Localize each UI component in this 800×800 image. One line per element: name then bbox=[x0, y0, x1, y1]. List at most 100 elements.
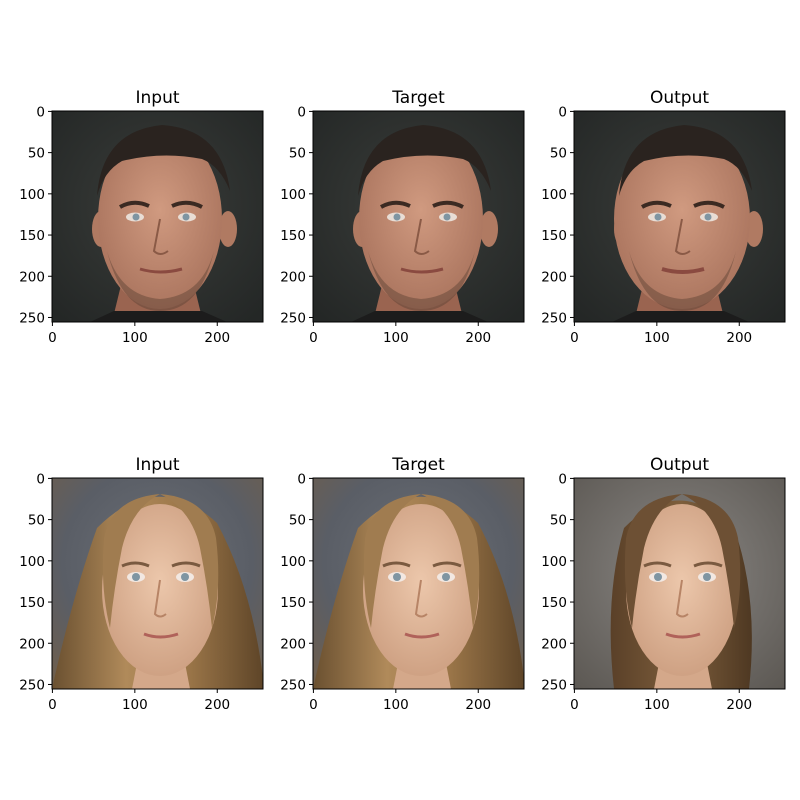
iris-right bbox=[442, 573, 450, 581]
face-photo bbox=[52, 478, 263, 689]
hair bbox=[619, 125, 752, 196]
face bbox=[363, 504, 479, 676]
hair-strand-left bbox=[363, 494, 421, 628]
mouth bbox=[661, 267, 705, 274]
iris-right bbox=[181, 573, 189, 581]
nose bbox=[152, 218, 169, 255]
iris-right bbox=[443, 213, 451, 221]
y-tick-label: 0 bbox=[36, 104, 45, 120]
iris-right bbox=[182, 213, 190, 221]
y-tick-label: 100 bbox=[541, 187, 567, 203]
y-tick-label: 250 bbox=[541, 310, 567, 326]
y-tick-label: 50 bbox=[289, 146, 306, 162]
nose bbox=[675, 579, 689, 618]
stubble bbox=[629, 251, 736, 311]
eyebrow-right bbox=[693, 561, 723, 568]
hair-strand-right bbox=[160, 494, 219, 628]
panel-title: Output bbox=[650, 455, 709, 475]
axes-frame bbox=[51, 110, 264, 323]
y-tick-label: 100 bbox=[280, 554, 306, 570]
axes-frame bbox=[573, 110, 786, 323]
y-tick-label: 150 bbox=[541, 228, 567, 244]
iris-left bbox=[393, 573, 401, 581]
eyebrow-right bbox=[693, 200, 725, 209]
eyebrow-right bbox=[432, 200, 464, 209]
face-photo bbox=[574, 478, 785, 689]
eyebrow-left bbox=[121, 561, 150, 568]
eyebrow-left bbox=[382, 561, 411, 568]
panel-title: Output bbox=[650, 88, 709, 108]
nose bbox=[413, 218, 430, 255]
y-tick-label: 200 bbox=[541, 269, 567, 285]
y-tick-label: 100 bbox=[280, 187, 306, 203]
y-tick-label: 50 bbox=[550, 146, 567, 162]
x-tick-label: 100 bbox=[644, 697, 670, 713]
y-tick-label: 50 bbox=[289, 513, 306, 529]
y-tick-label: 150 bbox=[19, 228, 45, 244]
axes-frame bbox=[312, 110, 525, 323]
y-tick-label: 100 bbox=[19, 554, 45, 570]
y-tick-label: 0 bbox=[558, 104, 567, 120]
mouth bbox=[139, 267, 183, 274]
hair bbox=[97, 125, 230, 196]
eyebrow-right bbox=[171, 200, 203, 209]
mouth bbox=[400, 267, 444, 274]
iris-left bbox=[654, 213, 662, 221]
y-tick-label: 250 bbox=[280, 677, 306, 693]
y-tick-label: 250 bbox=[19, 677, 45, 693]
x-tick-label: 0 bbox=[570, 330, 579, 346]
axes-frame bbox=[51, 477, 264, 690]
eyebrow-left bbox=[643, 561, 672, 568]
axes-frame bbox=[573, 477, 786, 690]
mouth bbox=[404, 632, 440, 639]
x-tick-label: 200 bbox=[465, 697, 491, 713]
x-tick-label: 100 bbox=[122, 697, 148, 713]
x-tick-label: 200 bbox=[204, 330, 230, 346]
nose bbox=[153, 579, 167, 618]
stubble bbox=[107, 251, 214, 311]
stubble bbox=[368, 251, 475, 311]
y-tick-label: 0 bbox=[36, 471, 45, 487]
y-tick-label: 150 bbox=[280, 595, 306, 611]
x-tick-label: 200 bbox=[726, 330, 752, 346]
collar bbox=[90, 311, 227, 322]
y-tick-label: 0 bbox=[297, 104, 306, 120]
hair-strand-left bbox=[102, 494, 160, 628]
panel-title: Input bbox=[135, 455, 179, 475]
y-tick-label: 250 bbox=[541, 677, 567, 693]
hair-strand-right bbox=[682, 494, 741, 628]
mouth bbox=[665, 632, 701, 639]
nose bbox=[674, 218, 691, 255]
nose bbox=[414, 579, 428, 618]
iris-right bbox=[703, 573, 711, 581]
y-tick-label: 150 bbox=[19, 595, 45, 611]
y-tick-label: 200 bbox=[541, 636, 567, 652]
iris-right bbox=[704, 213, 712, 221]
y-tick-label: 0 bbox=[558, 471, 567, 487]
hair-strand-left bbox=[624, 494, 682, 628]
panel-title: Target bbox=[391, 88, 445, 108]
mouth bbox=[143, 632, 179, 639]
y-tick-label: 50 bbox=[28, 146, 45, 162]
eyebrow-left bbox=[119, 200, 150, 209]
face bbox=[626, 504, 738, 676]
iris-left bbox=[654, 573, 662, 581]
y-tick-label: 200 bbox=[19, 269, 45, 285]
collar bbox=[351, 311, 488, 322]
panel-title: Input bbox=[135, 88, 179, 108]
y-tick-label: 150 bbox=[541, 595, 567, 611]
y-tick-label: 50 bbox=[28, 513, 45, 529]
ear-right bbox=[219, 211, 237, 247]
y-tick-label: 200 bbox=[280, 636, 306, 652]
collar bbox=[612, 311, 749, 322]
x-tick-label: 200 bbox=[204, 697, 230, 713]
y-tick-label: 200 bbox=[280, 269, 306, 285]
face-photo bbox=[313, 478, 524, 689]
